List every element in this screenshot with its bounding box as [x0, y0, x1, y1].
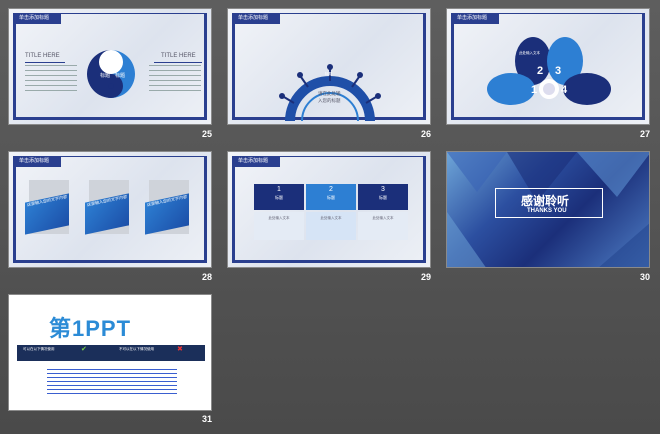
thanks-box — [495, 188, 603, 218]
slide-thumbnail-31[interactable]: 第1PPT 可以在以下情况使用 不可以在以下情况使用 ✔ ✖ — [8, 294, 212, 411]
link-list — [47, 369, 177, 395]
lowpoly-background — [447, 152, 649, 267]
title-left-underline — [25, 62, 65, 63]
slide-frame — [232, 156, 426, 263]
slide-thumbnail-25[interactable]: 单击添加标题 TITLE HERE 标题 标题 TITLE HERE — [8, 8, 212, 125]
slide-number-26: 26 — [420, 129, 431, 139]
info-bar — [17, 345, 205, 361]
spoke-label: 标题 — [325, 72, 332, 76]
check-icon: ✔ — [81, 346, 87, 353]
title-right: TITLE HERE — [161, 53, 196, 59]
slide-thumbnail-28[interactable]: 单击添加标题 这里输入您的文字内容 这里输入您的文字内容 这里输入您的文字内容 — [8, 151, 212, 268]
slide-number-30: 30 — [639, 272, 650, 282]
thanks-subtitle: THANKS YOU — [527, 208, 567, 214]
column-3-body: 此处输入文本 — [358, 212, 408, 240]
wheel-center-text-1: 请在此处输 — [318, 91, 341, 96]
title-left: TITLE HERE — [25, 53, 60, 59]
slide-header-title: 单击添加标题 — [232, 156, 280, 167]
slide-header-title: 单击添加标题 — [13, 156, 61, 167]
text-block-right — [149, 65, 201, 95]
slide-thumbnail-29[interactable]: 单击添加标题 1 标题 2 标题 3 标题 此处输入文本 此处输入文本 此处输入… — [227, 151, 431, 268]
slide-header-line — [13, 156, 207, 167]
info-bar-left: 可以在以下情况使用 — [23, 347, 55, 351]
petal-num-4: 4 — [561, 84, 568, 96]
petal-graphic — [487, 37, 611, 105]
slide-header-title: 单击添加标题 — [13, 13, 61, 24]
wheel-center-text-2: 入您的标题 — [318, 98, 341, 103]
slide-header-title: 单击添加标题 — [451, 13, 499, 24]
slide-header-line — [232, 13, 426, 24]
column-3-header: 3 标题 — [358, 184, 408, 210]
ppt-logo: 第1PPT — [49, 316, 132, 341]
slide-header-title: 单击添加标题 — [232, 13, 280, 24]
thanks-title: 感谢聆听 — [521, 194, 570, 208]
slide-number-27: 27 — [639, 129, 650, 139]
slide-number-29: 29 — [420, 272, 431, 282]
slide-number-31: 31 — [201, 414, 212, 424]
yin-yang-graphic: 标题 标题 — [87, 50, 135, 98]
column-1-header: 1 标题 — [254, 184, 304, 210]
petal-num-1: 1 — [531, 84, 538, 96]
slide-number-28: 28 — [201, 272, 212, 282]
slide-thumbnail-30[interactable]: 感谢聆听 THANKS YOU — [446, 151, 650, 268]
text-block-left — [25, 65, 77, 95]
slide-frame — [13, 156, 207, 263]
slide-header-line — [232, 156, 426, 167]
petal-num-3: 3 — [555, 65, 562, 77]
slide-frame — [13, 13, 207, 120]
column-2-body: 此处输入文本 — [306, 212, 356, 240]
title-right-underline — [154, 62, 202, 63]
petal-num-2: 2 — [537, 65, 544, 77]
cross-icon: ✖ — [177, 346, 183, 353]
slide-frame — [451, 13, 645, 120]
slide-header-line — [451, 13, 645, 24]
info-bar-right: 不可以在以下情况使用 — [119, 347, 154, 351]
slide-number-25: 25 — [201, 129, 212, 139]
column-1-body: 此处输入文本 — [254, 212, 304, 240]
slide-thumbnail-27[interactable]: 单击添加标题 1 2 3 4 此处输入文本 — [446, 8, 650, 125]
yang-label: 标题 — [115, 72, 125, 79]
column-2-header: 2 标题 — [306, 184, 356, 210]
slide-thumbnail-26[interactable]: 单击添加标题 请在此处输 入您的标题 标题 — [227, 8, 431, 125]
yin-label: 标题 — [100, 72, 110, 79]
slide-frame — [232, 13, 426, 120]
wheel-graphic — [279, 64, 381, 122]
slide-header-line — [13, 13, 207, 24]
petal-text: 此处输入文本 — [519, 51, 540, 55]
